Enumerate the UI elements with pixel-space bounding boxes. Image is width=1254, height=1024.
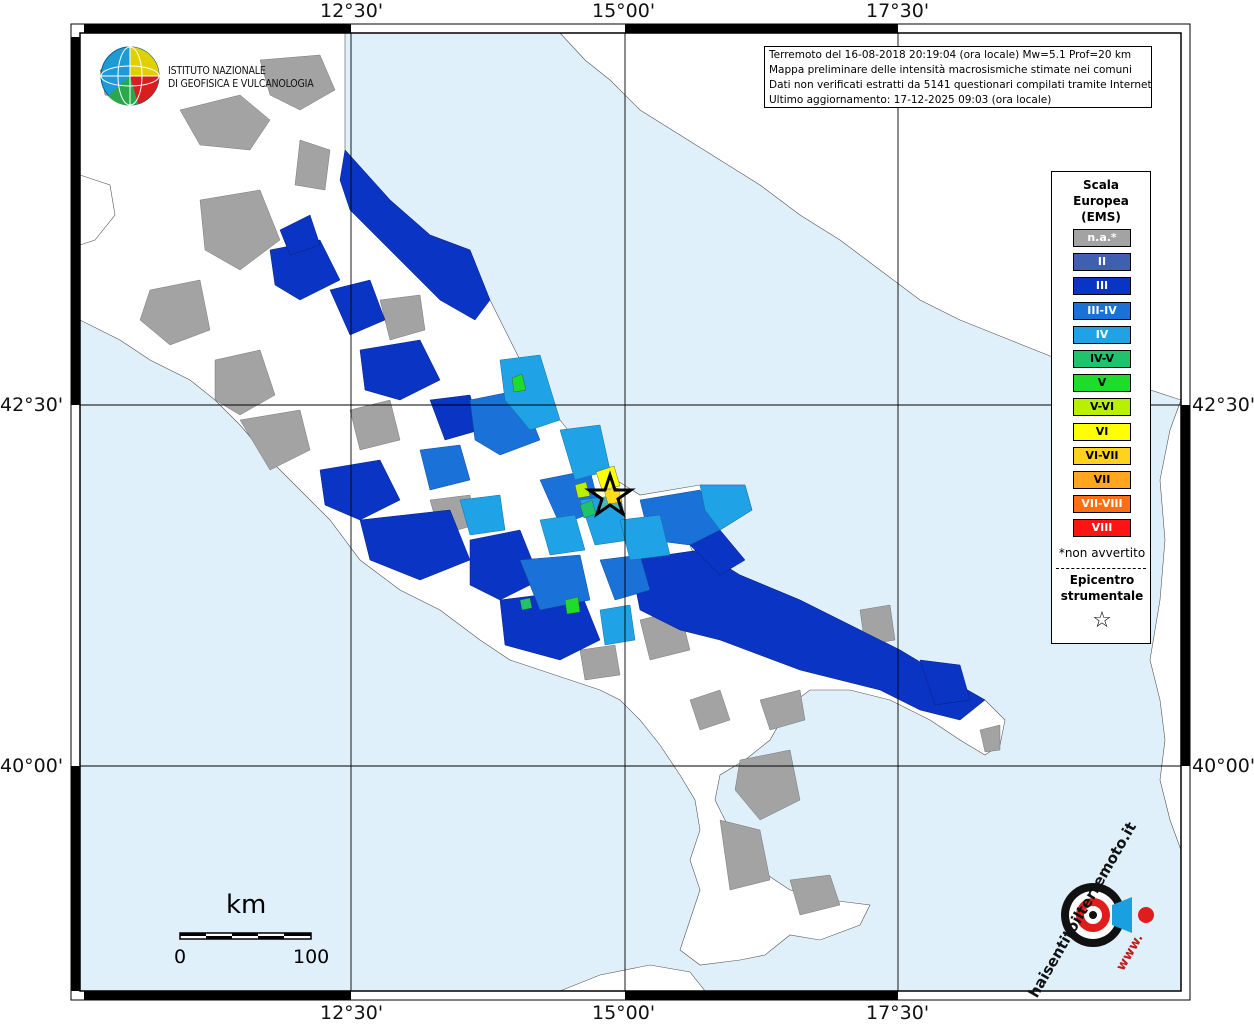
scale-unit-label: km — [226, 890, 267, 920]
legend-item-iii-iv: III-IV — [1073, 301, 1131, 320]
legend-item-vii-viii: VII-VIII — [1073, 495, 1131, 514]
info-line-4: Ultimo aggiornamento: 17-12-2025 09:03 (… — [769, 94, 1052, 106]
legend-title: Scala Europea (EMS) — [1052, 177, 1150, 225]
legend-item-vi: VI — [1073, 422, 1131, 441]
legend-item-iv: IV — [1073, 325, 1131, 344]
scale-bar — [179, 932, 312, 940]
earthquake-info-box: Terremoto del 16-08-2018 20:19:04 (ora l… — [764, 46, 1152, 108]
legend-item-v-vi: V-VI — [1073, 398, 1131, 417]
intensity-iii-areas — [269, 149, 986, 721]
epicenter-star — [584, 470, 636, 518]
frame-outline — [70, 23, 1191, 1001]
info-line-1: Terremoto del 16-08-2018 20:19:04 (ora l… — [769, 49, 1132, 61]
ingv-logo-line2: DI GEOFISICA E VULCANOLOGIA — [168, 78, 314, 90]
watermark-logo — [1061, 883, 1154, 947]
scale-start-label: 0 — [174, 946, 187, 968]
graticule — [80, 33, 1181, 991]
legend-title-3: (EMS) — [1081, 210, 1121, 224]
legend-separator — [1056, 568, 1146, 569]
legend-item-iii: III — [1073, 277, 1131, 296]
legend-item-ii: II — [1073, 253, 1131, 272]
ingv-logo-line1: ISTITUTO NAZIONALE — [168, 65, 266, 77]
legend-item-vi-vii: VI-VII — [1073, 446, 1131, 465]
info-line-2: Mappa preliminare delle intensità macros… — [769, 64, 1132, 76]
lat-label-left-1: 42°30' — [0, 394, 64, 416]
legend-item-iv-v: IV-V — [1073, 350, 1131, 368]
legend-epicenter-line2: strumentale — [1060, 589, 1144, 603]
lat-label-right-1: 42°30' — [1192, 394, 1254, 416]
legend-item-v: V — [1073, 374, 1131, 393]
land-southeast — [1149, 399, 1182, 851]
ems-legend: Scala Europea (EMS) n.a.* II III III-IV IV IV… — [1051, 171, 1151, 644]
legend-item-viii: VIII — [1073, 519, 1131, 538]
info-line-3: Dati non verificati estratti da 5141 que… — [769, 79, 1152, 91]
lat-label-right-2: 40°00' — [1192, 755, 1254, 777]
lon-label-top-2: 15°00' — [592, 0, 656, 22]
legend-item-n-a-: n.a.* — [1073, 229, 1131, 247]
lon-label-bottom-3: 17°30' — [866, 1002, 930, 1024]
legend-title-1: Scala — [1082, 178, 1120, 192]
legend-title-2: Europea — [1073, 194, 1129, 208]
lon-label-bottom-1: 12°30' — [320, 1002, 384, 1024]
legend-star-icon: ☆ — [1092, 608, 1112, 633]
lon-label-top-3: 17°30' — [866, 0, 930, 22]
legend-epicenter-line1: Epicentro — [1069, 573, 1135, 587]
legend-item-vii: VII — [1073, 471, 1131, 489]
lat-label-left-2: 40°00' — [0, 755, 64, 777]
lon-label-top-1: 12°30' — [320, 0, 384, 22]
frame-bars — [71, 24, 1190, 1000]
legend-note: *non avvertito — [1058, 546, 1146, 560]
lon-label-bottom-2: 15°00' — [592, 1002, 656, 1024]
legend-epicenter-label: Epicentro strumentale — [1052, 572, 1152, 604]
scale-end-label: 100 — [293, 946, 330, 968]
ingv-logo-globe — [100, 46, 160, 106]
